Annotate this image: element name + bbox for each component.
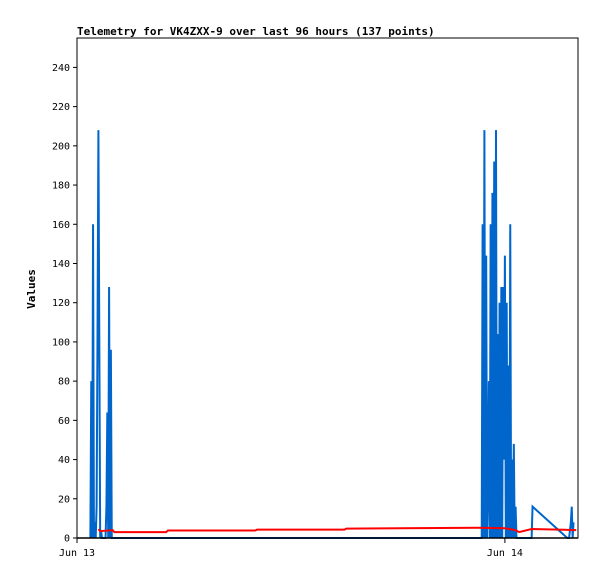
y-tick-label: 200	[52, 141, 70, 152]
x-axis-ticks: Jun 13 Jun 14	[59, 538, 523, 559]
x-tick-label: Jun 13	[59, 548, 95, 559]
y-tick-label: 0	[64, 534, 70, 545]
x-tick-label: Jun 14	[487, 548, 523, 559]
y-tick-label: 180	[52, 181, 70, 192]
y-tick-label: 120	[52, 298, 70, 309]
y-tick-label: 160	[52, 220, 70, 231]
y-tick-label: 40	[58, 455, 70, 466]
y-tick-label: 20	[58, 494, 70, 505]
y-tick-label: 100	[52, 337, 70, 348]
series-layer	[77, 130, 578, 539]
y-axis-label: Values	[25, 269, 38, 309]
series-line-1	[97, 526, 577, 534]
chart-title: Telemetry for VK4ZXX-9 over last 96 hour…	[77, 25, 435, 38]
y-tick-label: 220	[52, 102, 70, 113]
y-tick-label: 140	[52, 259, 70, 270]
y-tick-label: 80	[58, 377, 70, 388]
y-tick-label: 240	[52, 63, 70, 74]
y-axis-ticks: 0 20 40 60 80 100 120 140 160 180 200 220 240	[52, 63, 77, 545]
y-tick-label: 60	[58, 416, 70, 427]
